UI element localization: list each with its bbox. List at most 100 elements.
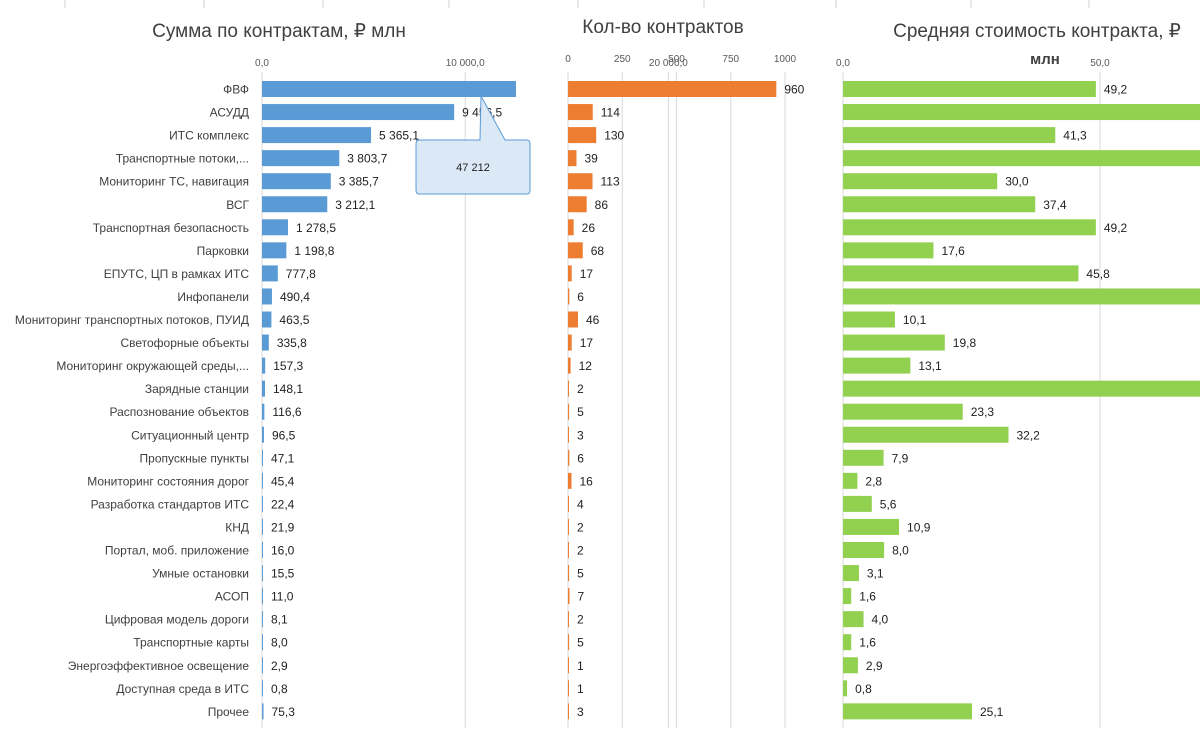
- tick-label: 0,0: [836, 58, 850, 69]
- value-label-sum: 3 803,7: [347, 152, 387, 166]
- bar-avg: [843, 680, 848, 697]
- value-label-sum: 3 385,7: [339, 175, 379, 189]
- category-label: ФВФ: [223, 83, 249, 97]
- value-label-count: 26: [582, 221, 596, 235]
- value-label-sum: 1 278,5: [296, 221, 336, 235]
- category-label: Инфопанели: [177, 290, 249, 304]
- value-label-count: 3: [577, 705, 584, 719]
- bar-sum: [262, 495, 263, 512]
- value-label-avg: 4,0: [872, 613, 889, 627]
- bar-sum: [262, 472, 263, 489]
- value-label-avg: 17,6: [941, 244, 965, 258]
- category-label: Транспортные потоки,...: [116, 152, 249, 166]
- value-label-avg: 2,9: [866, 659, 883, 673]
- value-label-count: 2: [577, 544, 584, 558]
- value-label-avg: 1,6: [859, 636, 876, 650]
- bar-avg: [843, 634, 852, 651]
- bar-count: [568, 288, 570, 305]
- value-label-avg: 19,8: [953, 336, 977, 350]
- tick-label: 0: [565, 54, 571, 65]
- bar-avg: [843, 588, 852, 605]
- value-label-sum: 22,4: [271, 497, 295, 511]
- category-label: Транспортные карты: [133, 636, 249, 650]
- tick-labels: 0,0 10 000,0 20 000,0 0 250 500 750 1000 0,0 50,0…: [255, 54, 1110, 69]
- bar-count: [568, 196, 587, 213]
- value-label-avg: 7,9: [892, 451, 909, 465]
- bar-sum: [262, 242, 287, 259]
- bar-count: [568, 334, 572, 351]
- value-label-avg: 45,8: [1086, 267, 1110, 281]
- category-label: Распознование объектов: [110, 405, 250, 419]
- value-label-sum: 490,4: [280, 290, 310, 304]
- panel-title-count: Кол-во контрактов: [582, 17, 743, 38]
- category-label: ИТС комплекс: [169, 129, 249, 143]
- tick-label: 1000: [774, 54, 797, 65]
- value-label-sum: 2,9: [271, 659, 288, 673]
- bar-avg: [843, 403, 963, 420]
- value-label-count: 68: [591, 244, 605, 258]
- category-label: КНД: [225, 520, 249, 534]
- tick-label: 20 000,0: [649, 58, 688, 69]
- value-label-count: 5: [577, 405, 584, 419]
- bar-count: [568, 127, 597, 144]
- bar-sum: [262, 657, 263, 674]
- bar-count: [568, 357, 571, 374]
- value-label-avg: 37,4: [1043, 198, 1067, 212]
- bar-avg: [843, 104, 1200, 121]
- value-label-sum: 8,1: [271, 613, 288, 627]
- bar-avg: [843, 380, 1200, 397]
- bar-sum: [262, 611, 263, 628]
- value-label-sum: 75,3: [272, 705, 296, 719]
- callout: 47 212: [415, 94, 531, 195]
- category-label: Разработка стандартов ИТС: [91, 497, 250, 511]
- bar-count: [568, 403, 570, 420]
- category-label: ЕПУТС, ЦП в рамках ИТС: [104, 267, 250, 281]
- bar-avg: [843, 334, 945, 351]
- tick-label: 0,0: [255, 58, 269, 69]
- bar-avg: [843, 81, 1096, 97]
- value-label-sum: 47,1: [271, 451, 295, 465]
- panel-title-sum: Сумма по контрактам, ₽ млн: [152, 21, 406, 42]
- bar-count: [568, 81, 777, 97]
- value-label-avg: 8,0: [892, 544, 909, 558]
- value-label-sum: 463,5: [279, 313, 309, 327]
- bar-count: [568, 219, 574, 236]
- bar-avg: [843, 150, 1200, 167]
- value-label-count: 2: [577, 382, 584, 396]
- value-label-count: 1: [577, 682, 584, 696]
- category-label: ВСГ: [226, 198, 249, 212]
- bar-avg: [843, 495, 872, 512]
- bar-avg: [843, 357, 911, 374]
- value-label-sum: 21,9: [271, 520, 295, 534]
- value-label-count: 7: [578, 590, 585, 604]
- category-label: АСОП: [215, 590, 249, 604]
- bar-count: [568, 265, 572, 282]
- value-label-avg: 3,1: [867, 567, 884, 581]
- value-label-avg: 10,1: [903, 313, 927, 327]
- panel-title-avg: Средняя стоимость контракта, ₽: [893, 21, 1181, 42]
- value-label-count: 6: [577, 451, 584, 465]
- value-label-count: 86: [595, 198, 609, 212]
- value-label-count: 1: [577, 659, 584, 673]
- value-label-count: 4: [577, 497, 584, 511]
- value-label-sum: 96,5: [272, 428, 296, 442]
- value-label-sum: 3 212,1: [335, 198, 375, 212]
- bar-sum: [262, 81, 516, 97]
- callout-bubble: [415, 94, 531, 195]
- value-label-count: 6: [577, 290, 584, 304]
- bar-count: [568, 449, 570, 466]
- tick-label: 750: [722, 54, 739, 65]
- value-label-count: 113: [601, 175, 620, 189]
- category-label: Цифровая модель дороги: [105, 613, 249, 627]
- bar-avg: [843, 565, 859, 582]
- value-label-count: 114: [601, 106, 620, 120]
- value-label-count: 39: [584, 152, 598, 166]
- value-label-avg: 30,0: [1005, 175, 1029, 189]
- bar-avg: [843, 657, 858, 674]
- bar-sum: [262, 449, 263, 466]
- bar-count: [568, 542, 569, 558]
- value-label-avg: 41,3: [1063, 129, 1087, 143]
- category-label: АСУДД: [210, 106, 249, 120]
- value-label-avg: 5,6: [880, 497, 897, 511]
- bar-sum: [262, 565, 263, 582]
